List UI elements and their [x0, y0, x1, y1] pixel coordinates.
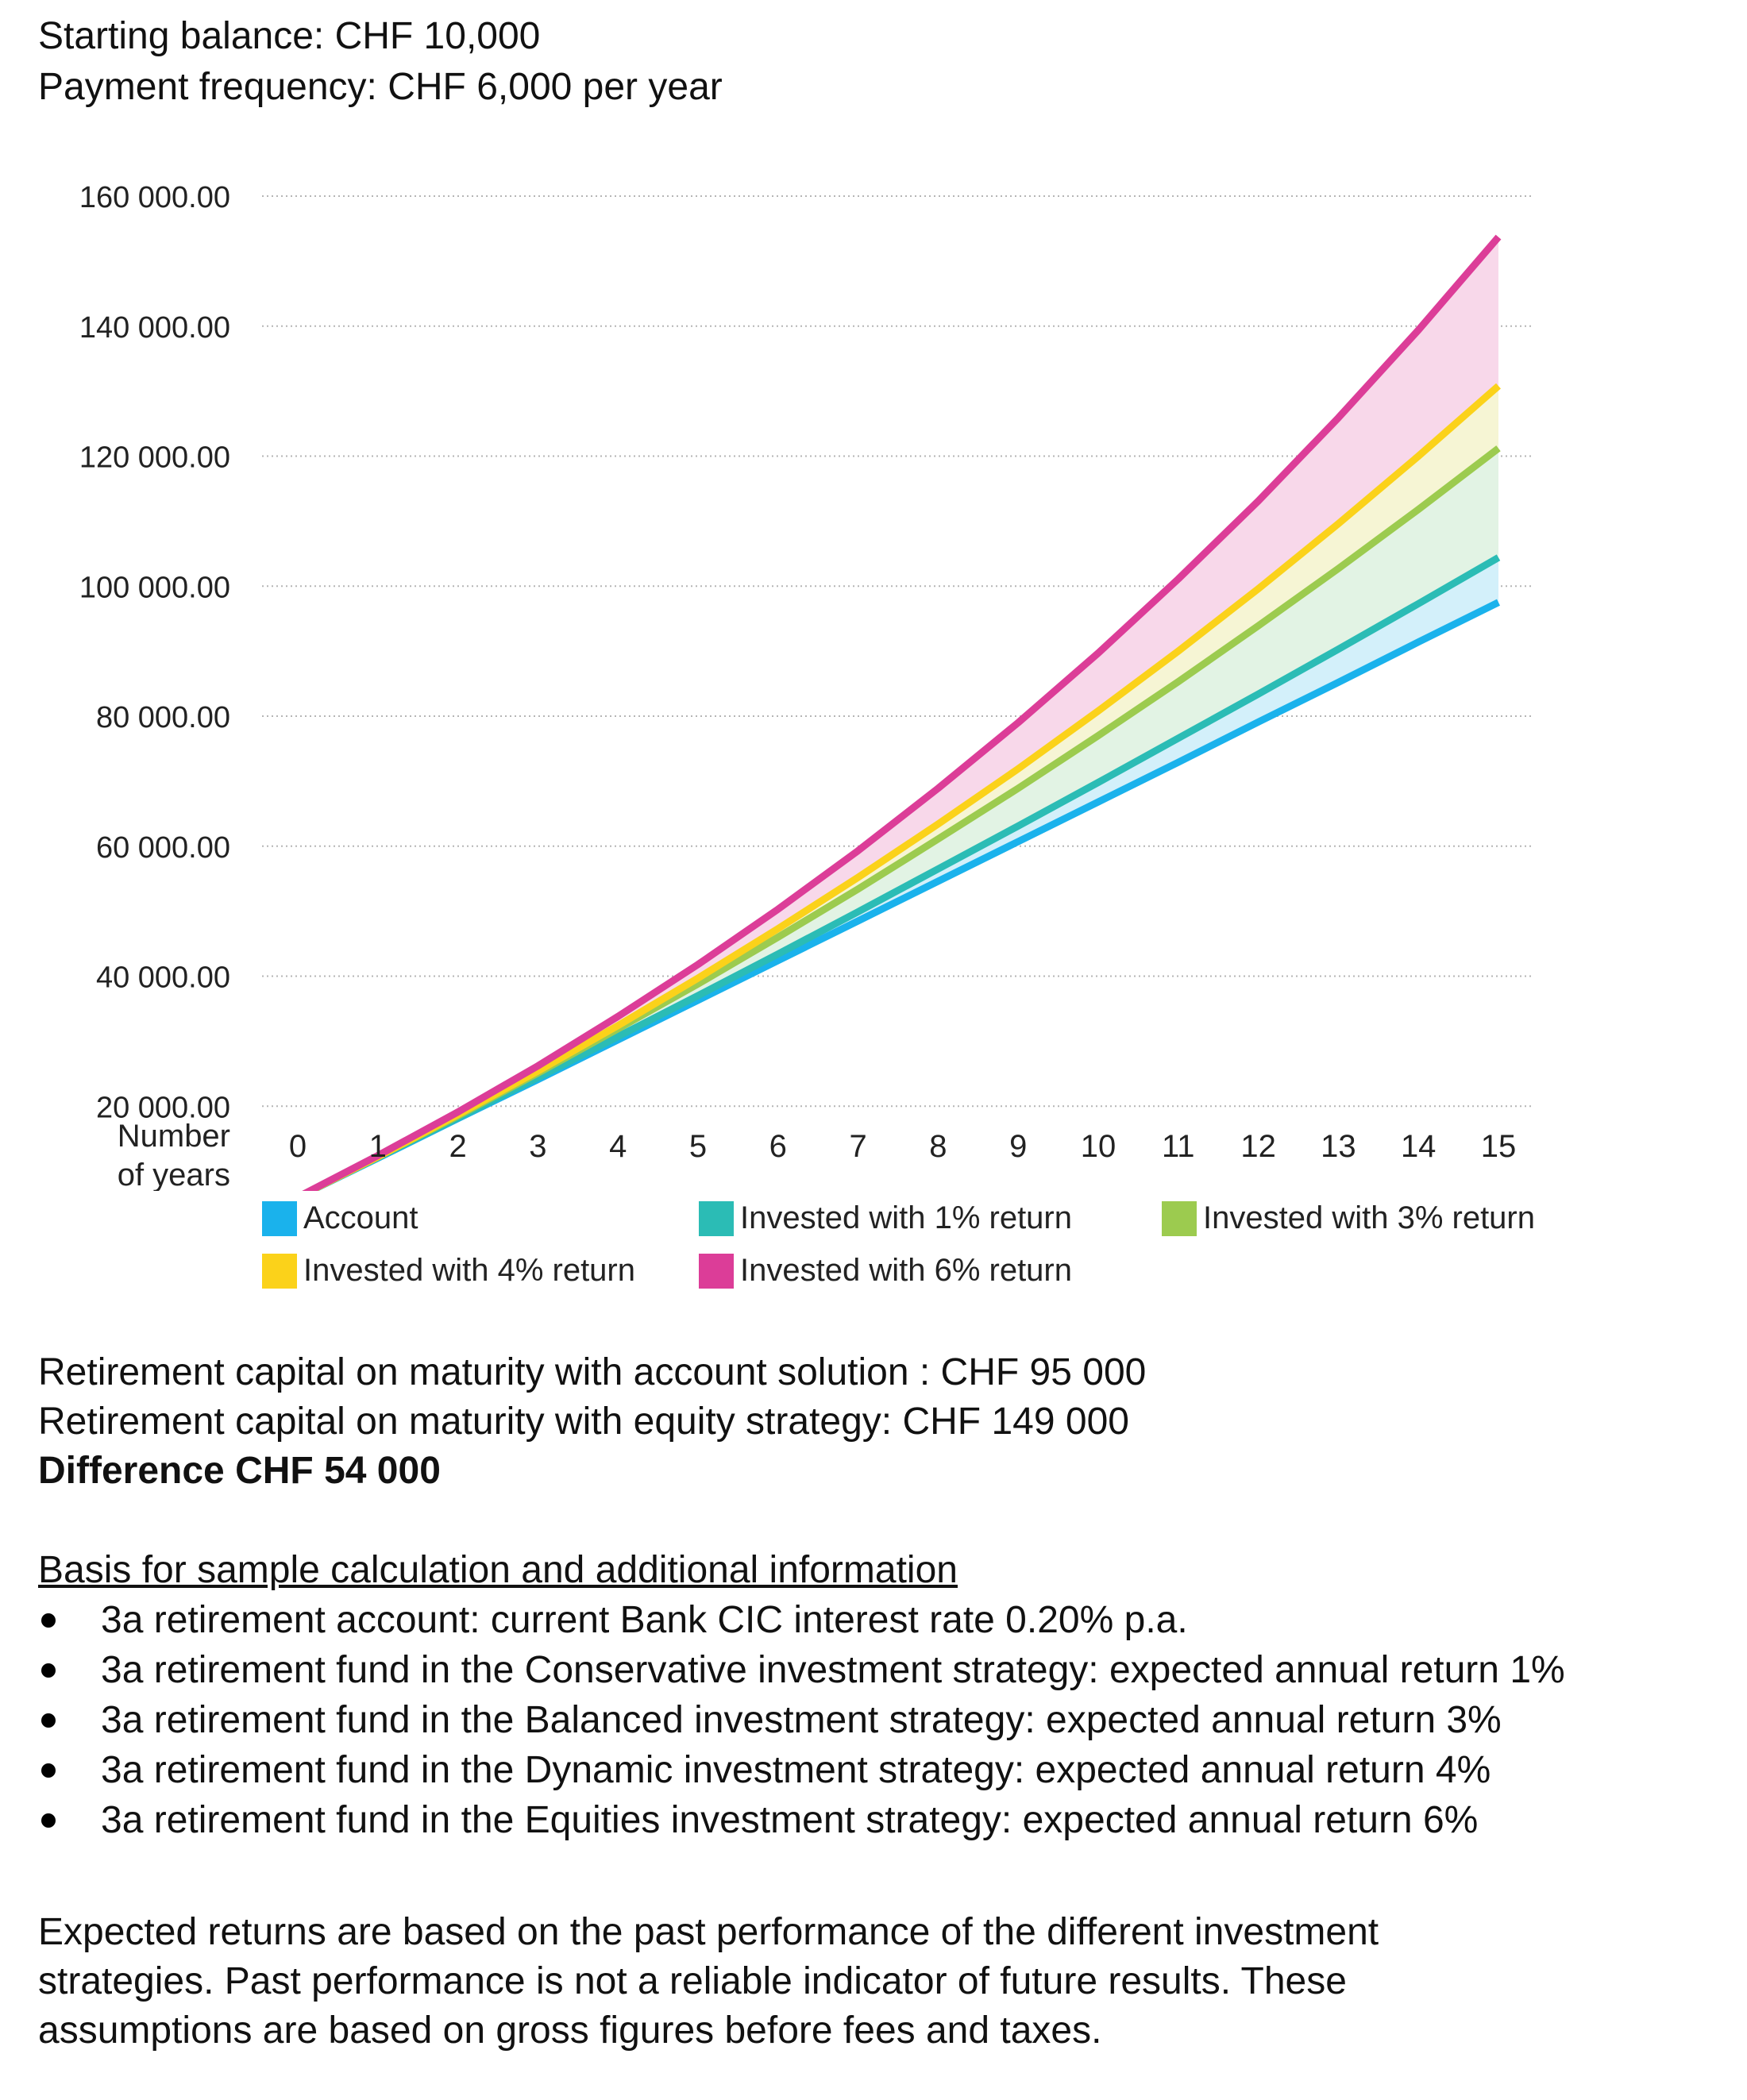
area-band	[310, 237, 1498, 1191]
x-tick-label: 4	[609, 1129, 627, 1164]
retirement-capital-chart: 20 000.00 40 000.00 60 000.00 80 000.00 100 …	[79, 181, 1533, 1191]
series-line	[302, 234, 1502, 1191]
y-tick-label: 100 000.00	[79, 571, 230, 604]
basis-item-account: 3a retirement account: current Bank CIC …	[38, 1595, 1565, 1645]
payment-frequency: Payment frequency: CHF 6,000 per year	[38, 66, 723, 108]
legend-item-invested-1: Invested with 1% return	[699, 1200, 1072, 1236]
x-tick-label: 15	[1481, 1129, 1517, 1164]
x-tick-label: 11	[1162, 1129, 1195, 1164]
footnote-line-2: strategies. Past performance is not a re…	[38, 1960, 1347, 2002]
y-tick-label: 80 000.00	[96, 701, 230, 734]
series-lines	[302, 234, 1502, 1191]
legend-label-invested-6: Invested with 6% return	[740, 1253, 1072, 1288]
footnote: Expected returns are based on the past p…	[38, 1908, 1706, 2056]
legend-swatch-invested-6	[699, 1253, 734, 1289]
y-tick-label: 60 000.00	[96, 831, 230, 865]
x-tick-label: 0	[289, 1129, 307, 1164]
y-tick-label: 120 000.00	[79, 441, 230, 475]
summary-difference: Difference CHF 54 000	[38, 1450, 441, 1492]
y-tick-label: 20 000.00	[96, 1091, 230, 1124]
basis-item-equities: 3a retirement fund in the Equities inves…	[38, 1795, 1565, 1845]
x-tick-label: 13	[1321, 1129, 1356, 1164]
x-tick-label: 7	[849, 1129, 866, 1164]
legend-label-invested-3: Invested with 3% return	[1203, 1200, 1535, 1235]
basis-item-balanced: 3a retirement fund in the Balanced inves…	[38, 1695, 1565, 1745]
x-tick-label: 8	[929, 1129, 947, 1164]
basis-list: 3a retirement account: current Bank CIC …	[38, 1595, 1565, 1845]
basis-heading: Basis for sample calculation and additio…	[38, 1549, 958, 1591]
starting-balance: Starting balance: CHF 10,000	[38, 15, 541, 57]
legend-swatch-invested-4	[262, 1253, 297, 1289]
legend-label-invested-4: Invested with 4% return	[303, 1253, 635, 1288]
footnote-line-1: Expected returns are based on the past p…	[38, 1911, 1379, 1953]
area-fills	[310, 237, 1498, 1191]
summary: Retirement capital on maturity with acco…	[38, 1348, 1146, 1496]
legend-swatch-invested-1	[699, 1200, 734, 1236]
summary-equity: Retirement capital on maturity with equi…	[38, 1401, 1129, 1443]
x-tick-label: 9	[1009, 1129, 1027, 1164]
legend-label-invested-1: Invested with 1% return	[740, 1200, 1072, 1235]
x-tick-label: 10	[1081, 1129, 1116, 1164]
basis-item-dynamic: 3a retirement fund in the Dynamic invest…	[38, 1745, 1565, 1795]
legend-item-account: Account	[262, 1200, 418, 1236]
chart-legend: Account Invested with 1% return Invested…	[0, 1191, 1747, 1302]
legend-swatch-account	[262, 1200, 297, 1236]
x-axis-tick-labels: 0 1 2 3 4 5 6 7 8 9 10 11 12 13 14 15	[289, 1129, 1516, 1164]
y-tick-label: 140 000.00	[79, 311, 230, 345]
x-tick-label: 1	[369, 1129, 387, 1164]
y-axis-tick-labels: 20 000.00 40 000.00 60 000.00 80 000.00 100 …	[79, 181, 230, 1124]
y-tick-label: 160 000.00	[79, 181, 230, 214]
x-tick-label: 14	[1401, 1129, 1437, 1164]
x-tick-label: 6	[769, 1129, 787, 1164]
y-tick-label: 40 000.00	[96, 961, 230, 995]
summary-account: Retirement capital on maturity with acco…	[38, 1351, 1147, 1393]
legend-item-invested-4: Invested with 4% return	[262, 1253, 635, 1289]
x-tick-label: 2	[449, 1129, 466, 1164]
basis-section: Basis for sample calculation and additio…	[38, 1545, 1565, 1845]
legend-swatch-invested-3	[1162, 1200, 1197, 1236]
legend-label-account: Account	[303, 1200, 418, 1235]
legend-item-invested-3: Invested with 3% return	[1162, 1200, 1535, 1236]
x-tick-label: 5	[689, 1129, 707, 1164]
footnote-line-3: assumptions are based on gross figures b…	[38, 2009, 1102, 2052]
x-tick-label: 12	[1240, 1129, 1276, 1164]
basis-item-conservative: 3a retirement fund in the Conservative i…	[38, 1645, 1565, 1695]
header: Starting balance: CHF 10,000 Payment fre…	[38, 11, 723, 113]
x-axis-label-line-1: Number	[118, 1119, 230, 1154]
legend-item-invested-6: Invested with 6% return	[699, 1253, 1072, 1289]
x-axis-label-line-2: of years	[118, 1158, 230, 1191]
x-tick-label: 3	[529, 1129, 546, 1164]
